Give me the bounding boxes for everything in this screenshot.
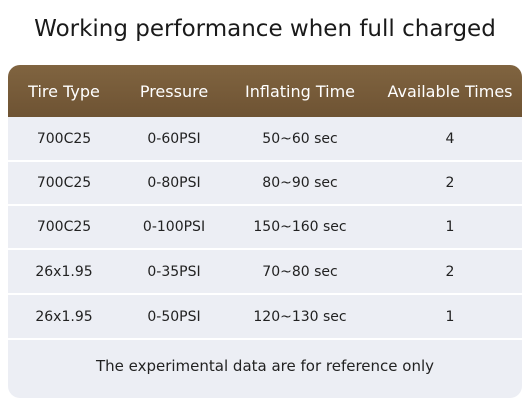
table-cell: 700C25 <box>36 130 92 147</box>
table-row: 26x1.95 0-50PSI 120~130 sec 1 <box>8 295 522 340</box>
table-header: Tire Type Pressure Inflating Time Availa… <box>8 65 522 117</box>
table-cell: 1 <box>445 219 455 235</box>
table-cell: 0-60PSI <box>147 130 201 147</box>
table-cell: 700C25 <box>36 175 92 191</box>
title: Working performance when full charged <box>34 16 496 42</box>
table-cell: 1 <box>445 308 455 325</box>
table-cell: 150~160 sec <box>253 219 347 235</box>
column-header: Inflating Time <box>245 81 355 101</box>
table-cell: 2 <box>445 175 455 191</box>
table-cell: 0-35PSI <box>147 263 201 280</box>
table-row: 700C25 0-60PSI 50~60 sec 4 <box>8 117 522 162</box>
table-cell: 26x1.95 <box>35 308 93 325</box>
table-cell: 0-80PSI <box>147 175 201 191</box>
column-header: Tire Type <box>28 81 100 101</box>
table-row: 700C25 0-80PSI 80~90 sec 2 <box>8 162 522 206</box>
table-cell: 120~130 sec <box>253 308 347 325</box>
table-row: 700C25 0-100PSI 150~160 sec 1 <box>8 206 522 250</box>
table-cell: 0-50PSI <box>147 308 201 325</box>
table-cell: 0-100PSI <box>142 219 206 235</box>
table-cell: 2 <box>445 263 455 280</box>
table-cell: 70~80 sec <box>262 263 338 280</box>
table-cell: 50~60 sec <box>262 130 338 147</box>
table-cell: 700C25 <box>36 219 92 235</box>
table-row: 26x1.95 0-35PSI 70~80 sec 2 <box>8 250 522 295</box>
column-header: Available Times <box>387 81 513 101</box>
table-cell: 26x1.95 <box>35 263 93 280</box>
table: Tire Type Pressure Inflating Time Availa… <box>8 65 522 398</box>
table-cell: 80~90 sec <box>262 175 338 191</box>
footnote: The experimental data are for reference … <box>95 357 435 375</box>
table-cell: 4 <box>445 130 455 147</box>
column-header: Pressure <box>139 81 209 101</box>
